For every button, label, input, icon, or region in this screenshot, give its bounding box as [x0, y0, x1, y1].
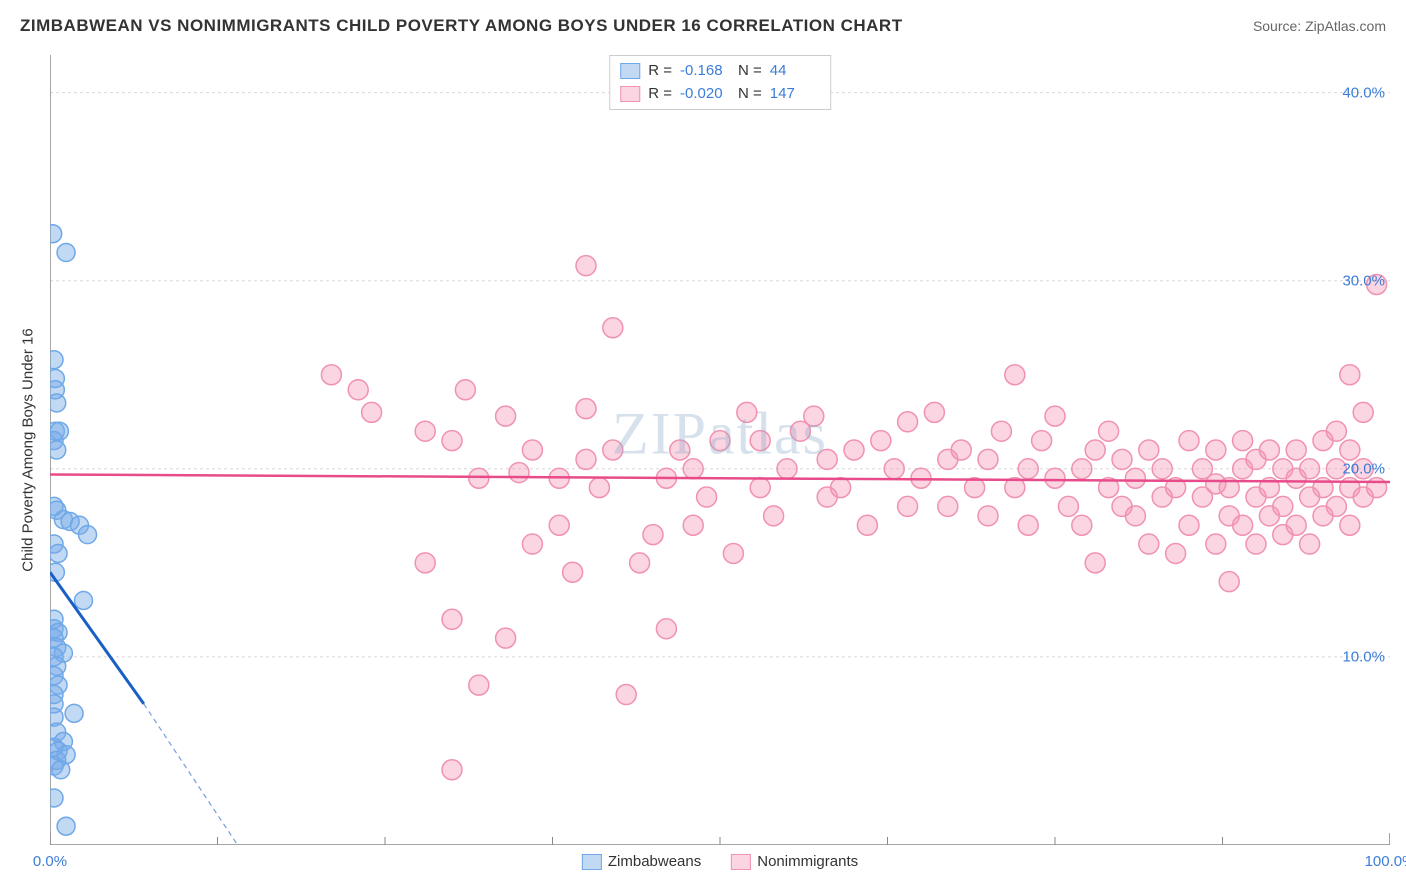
source-prefix: Source:	[1253, 18, 1305, 34]
n-label: N =	[738, 60, 762, 83]
n-label: N =	[738, 83, 762, 106]
source-attribution: Source: ZipAtlas.com	[1253, 18, 1386, 34]
n-value-1: 147	[770, 83, 820, 106]
chart-area: Child Poverty Among Boys Under 16 ZIPatl…	[50, 55, 1390, 845]
r-value-1: -0.020	[680, 83, 730, 106]
stats-legend: R = -0.168 N = 44 R = -0.020 N = 147	[609, 55, 831, 110]
legend-item-1: Nonimmigrants	[731, 853, 858, 870]
bottom-legend: Zimbabweans Nonimmigrants	[582, 853, 858, 870]
stats-row-series-1: R = -0.020 N = 147	[620, 83, 820, 106]
stats-row-series-0: R = -0.168 N = 44	[620, 60, 820, 83]
y-tick-label: 30.0%	[1342, 272, 1385, 289]
x-tick-label: 100.0%	[1365, 853, 1406, 870]
chart-title: ZIMBABWEAN VS NONIMMIGRANTS CHILD POVERT…	[20, 16, 903, 36]
y-axis-label: Child Poverty Among Boys Under 16	[20, 328, 37, 571]
y-tick-label: 20.0%	[1342, 460, 1385, 477]
r-label: R =	[648, 83, 672, 106]
x-tick-label: 0.0%	[33, 853, 67, 870]
legend-swatch-1	[731, 854, 751, 870]
source-name: ZipAtlas.com	[1305, 18, 1386, 34]
y-tick-label: 40.0%	[1342, 84, 1385, 101]
legend-label-1: Nonimmigrants	[757, 853, 858, 870]
legend-label-0: Zimbabweans	[608, 853, 701, 870]
swatch-series-1	[620, 86, 640, 102]
n-value-0: 44	[770, 60, 820, 83]
legend-item-0: Zimbabweans	[582, 853, 701, 870]
r-label: R =	[648, 60, 672, 83]
r-value-0: -0.168	[680, 60, 730, 83]
scatter-plot	[50, 55, 1390, 845]
legend-swatch-0	[582, 854, 602, 870]
swatch-series-0	[620, 63, 640, 79]
y-tick-label: 10.0%	[1342, 648, 1385, 665]
